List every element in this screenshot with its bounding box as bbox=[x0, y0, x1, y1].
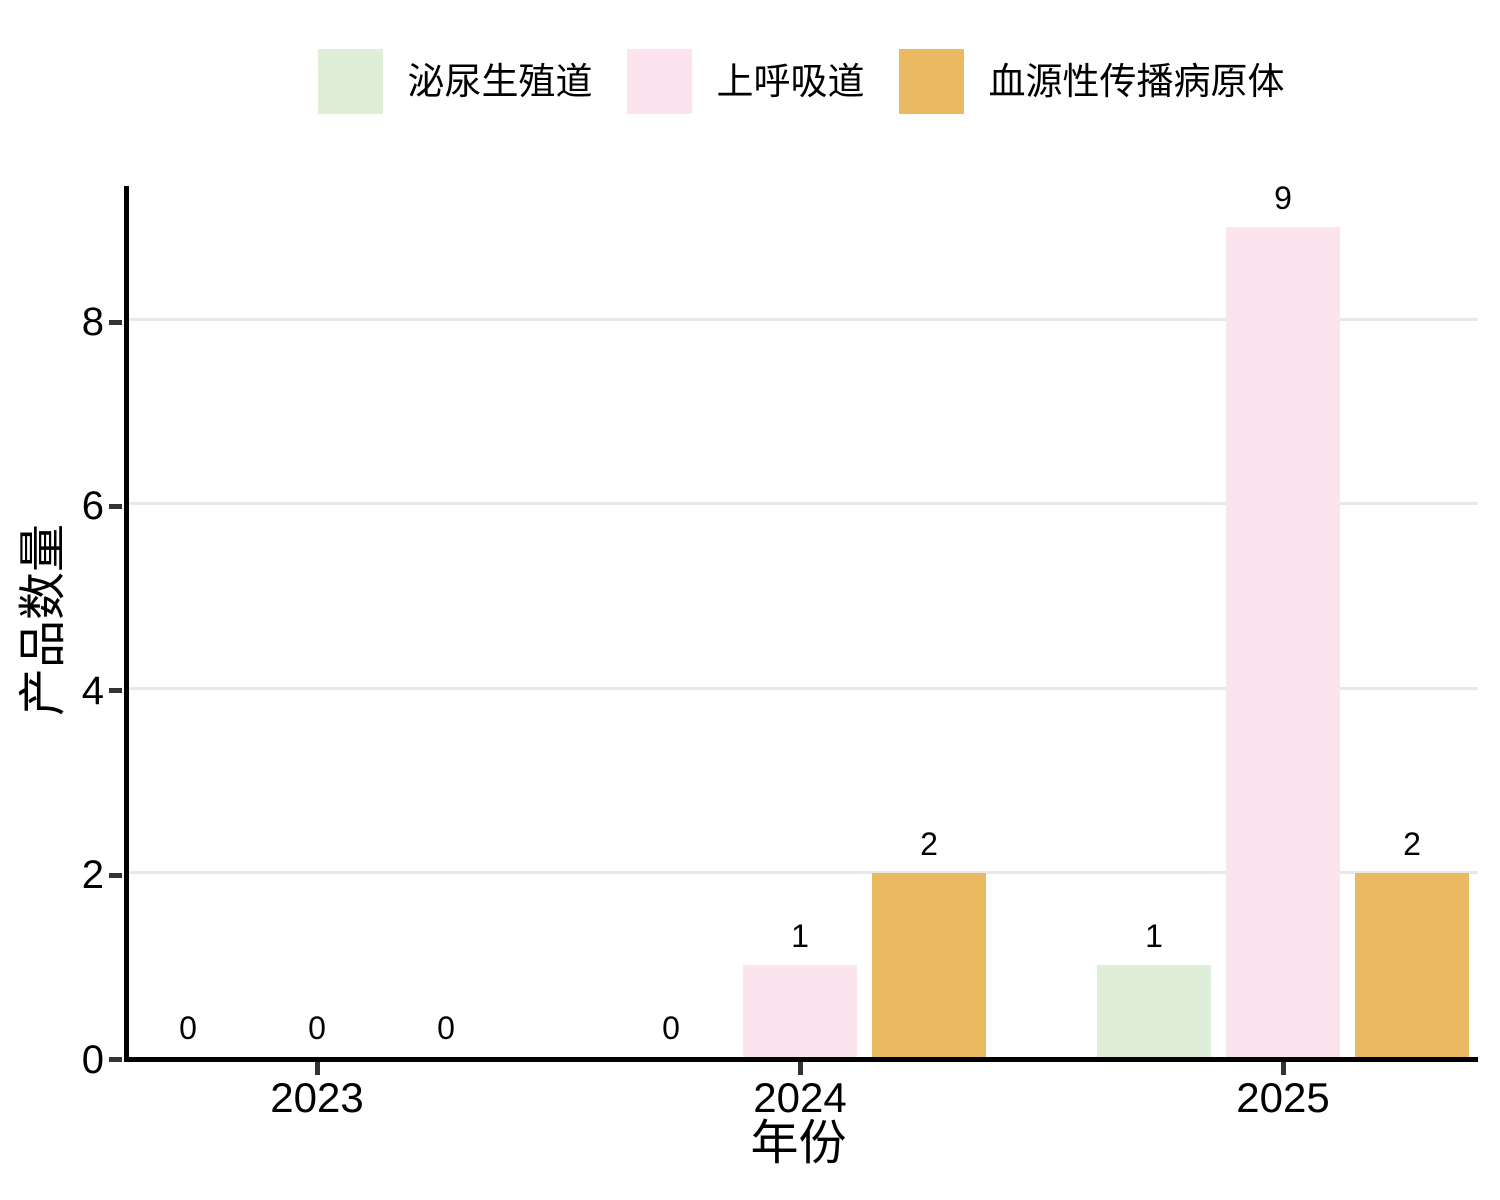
bar-2025-series1 bbox=[1097, 964, 1211, 1057]
y-tick-label-8: 8 bbox=[81, 300, 104, 345]
gridline-y4 bbox=[129, 686, 1478, 690]
bar-2025-series3 bbox=[1355, 872, 1469, 1057]
x-tick-label-2023: 2023 bbox=[270, 1074, 364, 1121]
gridline-y2 bbox=[129, 871, 1478, 875]
bar-value-label: 0 bbox=[662, 1010, 680, 1046]
bar-value-label: 2 bbox=[920, 825, 938, 862]
y-tick-mark-8 bbox=[109, 319, 122, 325]
legend-item-2: 上呼吸道 bbox=[626, 48, 865, 114]
y-tick-mark-2 bbox=[109, 872, 122, 878]
legend-label-1: 泌尿生殖道 bbox=[407, 60, 593, 102]
legend: 泌尿生殖道 上呼吸道 血源性传播病原体 bbox=[124, 45, 1478, 117]
bar-value-label: 0 bbox=[179, 1010, 197, 1046]
bar-2025-series2 bbox=[1226, 227, 1340, 1057]
y-tick-label-6: 6 bbox=[81, 484, 104, 529]
gridline-y8 bbox=[129, 318, 1478, 322]
bar-value-label: 1 bbox=[1145, 917, 1163, 954]
x-tick-mark-2023 bbox=[314, 1062, 320, 1075]
legend-label-3: 血源性传播病原体 bbox=[988, 60, 1285, 102]
y-tick-label-2: 2 bbox=[81, 853, 104, 898]
legend-swatch-2 bbox=[626, 48, 692, 114]
bar-value-label: 0 bbox=[437, 1010, 455, 1046]
x-tick-label-2024: 2024 bbox=[753, 1074, 847, 1121]
bar-value-label: 9 bbox=[1274, 180, 1292, 217]
legend-item-1: 泌尿生殖道 bbox=[317, 48, 593, 114]
bar-2024-series2 bbox=[743, 964, 857, 1057]
x-tick-mark-2025 bbox=[1280, 1062, 1286, 1075]
plot-area: 0 0 1 0 1 9 0 2 2 bbox=[124, 181, 1478, 1062]
x-tick-mark-2024 bbox=[797, 1062, 803, 1075]
legend-item-3: 血源性传播病原体 bbox=[898, 48, 1285, 114]
y-tick-label-0: 0 bbox=[81, 1037, 104, 1082]
legend-swatch-3 bbox=[898, 48, 964, 114]
bar-value-label: 2 bbox=[1403, 825, 1421, 862]
gridline-y6 bbox=[129, 502, 1478, 506]
x-axis-title: 年份 bbox=[750, 1117, 847, 1170]
bar-value-label: 0 bbox=[308, 1010, 326, 1046]
legend-swatch-1 bbox=[317, 48, 383, 114]
y-tick-mark-6 bbox=[109, 503, 122, 509]
y-tick-mark-4 bbox=[109, 688, 122, 694]
y-tick-mark-0 bbox=[109, 1057, 122, 1062]
bar-value-label: 1 bbox=[791, 917, 809, 954]
legend-label-2: 上呼吸道 bbox=[716, 60, 865, 102]
x-tick-label-2025: 2025 bbox=[1236, 1074, 1330, 1121]
bar-2024-series3 bbox=[872, 872, 986, 1057]
y-tick-label-4: 4 bbox=[81, 668, 104, 713]
